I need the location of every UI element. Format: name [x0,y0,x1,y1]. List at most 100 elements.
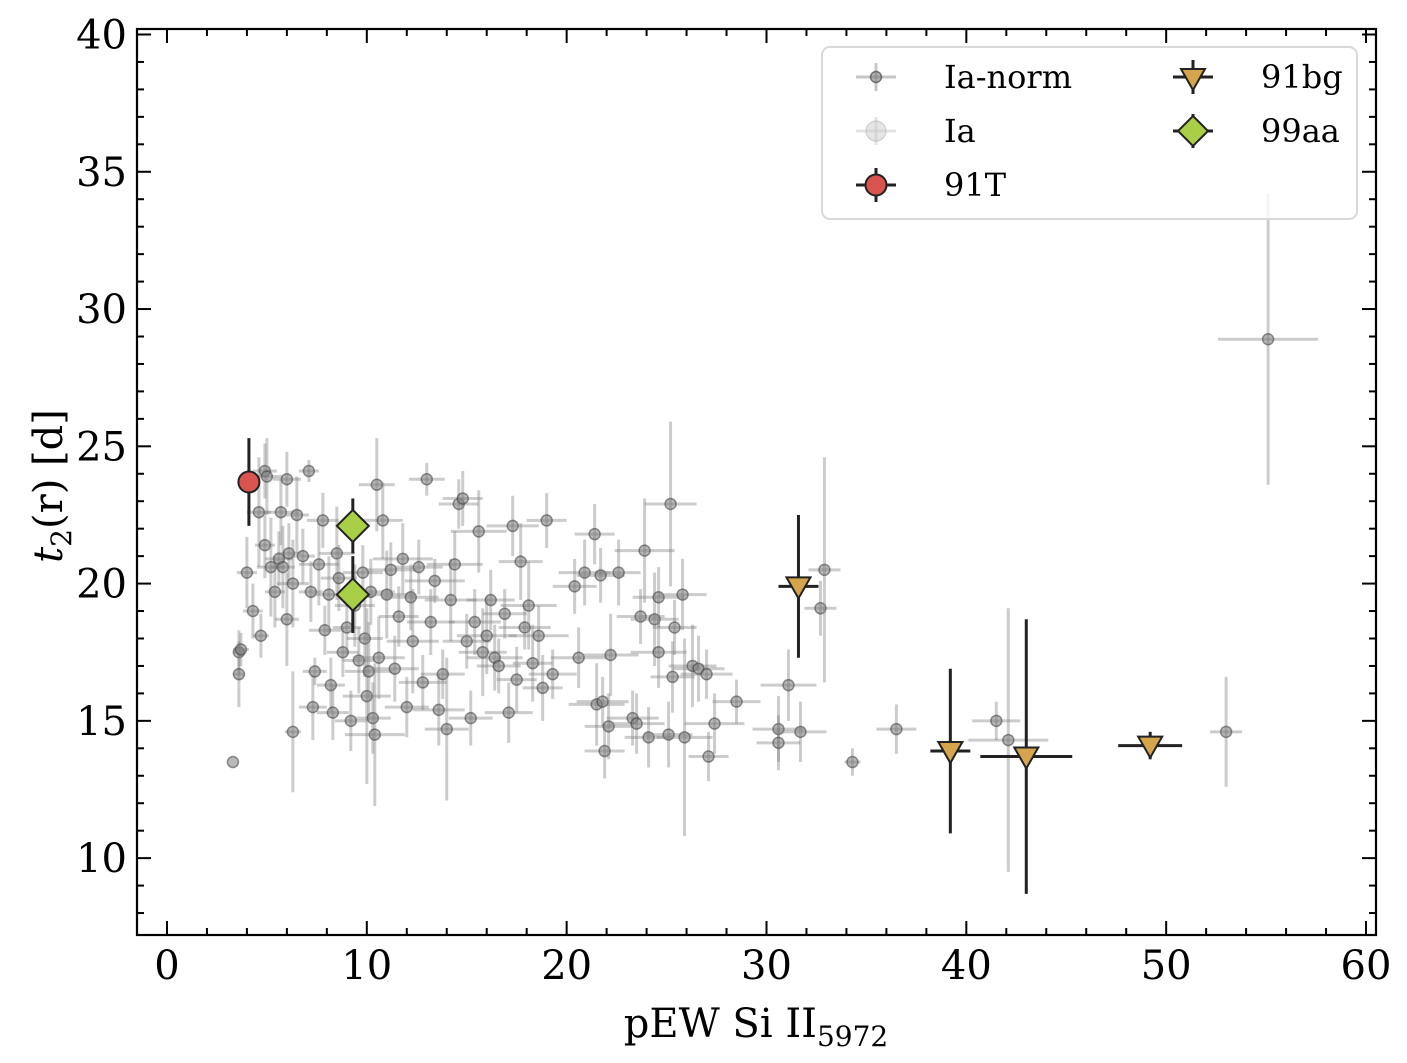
point-ia-norm [684,693,745,754]
point-ia-norm [408,462,445,496]
x-tick-label: 60 [1341,943,1392,989]
marker-ia-norm [428,574,442,588]
marker-ia-norm [546,667,559,681]
marker-ia-norm [648,613,661,626]
point-ia-norm [500,561,557,650]
marker-ia-norm [594,569,607,582]
y-axis-label-t: t [26,546,72,563]
marker-ia-norm [360,689,374,703]
point-ia-norm [680,649,733,699]
point-ia-norm [614,498,675,603]
point-ia-norm [450,490,507,573]
marker-ia-norm [356,566,370,579]
marker-ia-norm [638,544,651,557]
point-ia-norm [334,690,367,752]
point-ia-norm [344,663,405,806]
marker-ia-norm [264,560,278,574]
point-ia-norm [608,693,665,754]
marker-ia-norm [702,750,715,763]
plot-frame [135,27,1378,937]
point-ia-norm [426,531,483,598]
point-ia-norm [318,506,355,601]
marker-ia-norm [286,577,300,590]
marker-ia-norm [400,700,414,714]
marker-ia-norm [676,588,689,601]
marker-ia-norm [664,497,677,511]
point-ia-norm [650,641,695,713]
marker-ia-norm [416,676,430,689]
point-ia-norm [274,572,299,666]
point-ia-norm [632,567,685,628]
marker-ia-norm [476,645,489,659]
point-ia-norm [508,605,569,666]
marker-ia-norm [666,670,679,684]
point-ia-norm [652,600,697,655]
point-ia-norm [550,627,607,688]
point-ia-norm [270,525,295,609]
marker-91bg [784,576,813,601]
marker-ia-norm [372,651,386,664]
point-ia-norm [386,589,439,694]
marker-ia-norm [782,678,795,692]
marker-ia-norm [1261,332,1275,346]
marker-ia-norm [604,648,617,662]
marker-ia-norm [274,505,288,519]
marker-ia-norm [370,478,384,491]
marker-91t [237,470,261,494]
point-ia-norm [442,613,491,669]
marker-ia-norm [286,725,300,739]
point-ia-norm [760,649,817,721]
marker-ia-norm [730,695,743,708]
marker-ia-norm [436,667,450,681]
marker-ia-norm [246,604,260,618]
marker-ia-norm [282,547,296,560]
point-ia-norm [362,482,403,559]
marker-ia-norm [498,607,511,621]
series-99aa [335,498,371,633]
marker-ia-norm [630,717,643,730]
point-ia-norm [526,492,567,548]
point-ia-norm [346,600,383,677]
legend-entry-ia-norm: Ia-norm [856,58,1072,96]
point-ia-norm [844,748,861,776]
marker-ia-norm [536,681,549,695]
marker-ia-norm [1002,733,1015,747]
marker-ia-norm [336,645,350,659]
marker-ia-norm [340,621,354,634]
marker-ia-norm [612,566,625,579]
point-ia-norm [582,613,639,697]
marker-ia-norm [678,731,691,744]
point-ia-norm [496,646,537,713]
y-axis-label-subscript: 2 [45,529,78,547]
legend-marker-ia [865,120,887,142]
point-ia-norm [308,605,341,655]
marker-ia-norm [396,552,410,566]
point-ia-norm [406,589,455,655]
marker-ia-norm [258,538,272,552]
marker-ia-norm [324,678,338,692]
marker-ia-norm [260,470,274,483]
point-ia-norm [484,682,533,743]
point-ia-norm [630,616,687,688]
marker-ia-norm [468,615,481,629]
marker-ia-norm [330,547,344,560]
point-ia-norm [756,715,801,771]
marker-ia-norm [510,673,523,686]
point-ia-norm [378,586,419,647]
marker-ia-norm [700,667,713,681]
marker-ia-norm [506,519,519,533]
marker-ia-norm [484,593,497,607]
y-tick-label: 35 [76,150,127,196]
marker-ia-norm [280,473,294,486]
marker-ia-norm [302,464,316,478]
point-ia-norm [442,471,483,526]
marker-ia-norm [358,632,372,645]
point-ia-norm [658,558,707,631]
x-tick-label: 30 [741,943,792,989]
point-ia-norm [424,558,477,642]
marker-ia-norm [290,508,304,522]
point-ia-norm [1218,193,1319,485]
marker-ia-norm [990,714,1003,728]
marker-ia-norm [412,560,426,574]
marker-ia-norm [668,621,681,634]
